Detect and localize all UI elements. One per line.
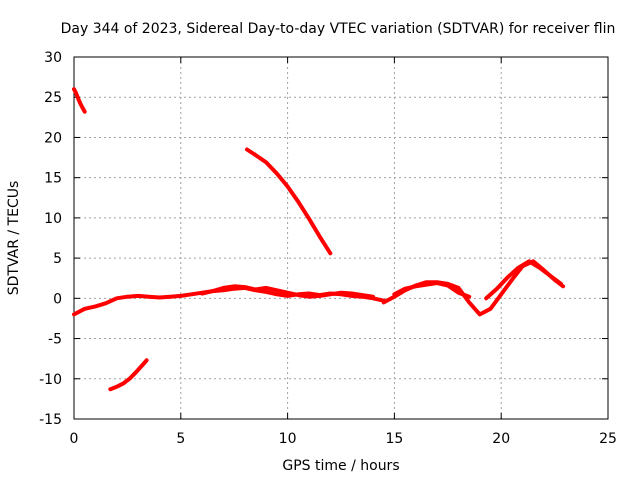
series-line-arc-2	[108, 358, 149, 392]
y-tick-label: -15	[39, 412, 62, 428]
plot-frame	[73, 56, 609, 420]
y-tick-label: 15	[44, 171, 62, 187]
x-tick-label: 5	[176, 431, 185, 447]
chart-title: Day 344 of 2023, Sidereal Day-to-day VTE…	[61, 21, 616, 37]
y-tick-label: 0	[53, 291, 62, 307]
series-line-arc-8	[484, 259, 563, 301]
x-axis-label: GPS time / hours	[282, 458, 399, 474]
series-line-arc-7	[392, 281, 472, 299]
grid	[74, 57, 608, 419]
y-tick-label: -10	[39, 372, 62, 388]
y-tick-label: 10	[44, 211, 62, 227]
y-tick-label: -5	[48, 332, 62, 348]
y-tick-label: 20	[44, 130, 62, 146]
series-line-arc-5	[200, 284, 375, 299]
x-tick-label: 0	[70, 431, 79, 447]
y-tick-label: 25	[44, 90, 62, 106]
x-tick-label: 20	[492, 431, 510, 447]
y-axis-label: SDTVAR / TECUs	[6, 181, 22, 296]
y-tick-label: 30	[44, 50, 62, 66]
y-tick-label: 5	[53, 251, 62, 267]
x-tick-label: 10	[279, 431, 297, 447]
ticks: 0 5 10 15 20 25 -15 -10 -5 0 5 10 15 20 25 30	[39, 50, 617, 447]
series-line-arc-3	[245, 147, 333, 256]
x-tick-label: 15	[385, 431, 403, 447]
x-tick-label: 25	[599, 431, 617, 447]
series-line-arc-1	[72, 87, 87, 114]
data-layer	[72, 87, 566, 392]
